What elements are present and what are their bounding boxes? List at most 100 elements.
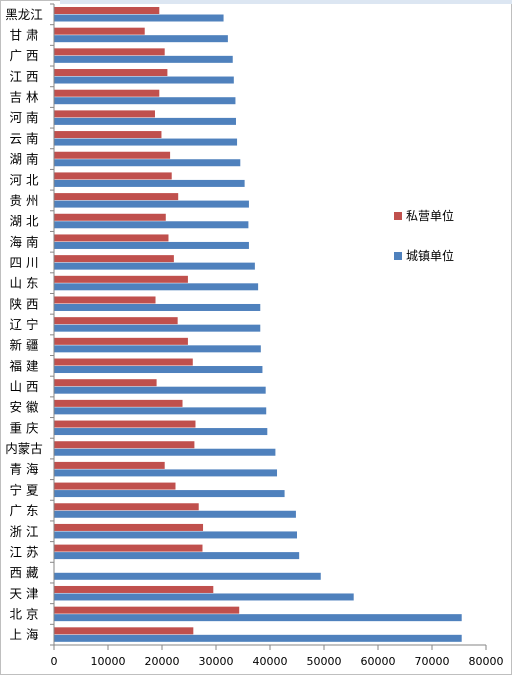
- x-tick-label: 0: [51, 655, 58, 668]
- bar-private-19: [54, 399, 183, 407]
- bar-urban-9: [54, 200, 249, 208]
- bar-private-0: [54, 7, 160, 14]
- bar-private-16: [54, 337, 188, 345]
- category-label: 上 海: [10, 627, 39, 642]
- plot-area-top-edge: [60, 0, 512, 4]
- legend-label-private: 私营单位: [406, 208, 454, 223]
- category-label: 湖 北: [10, 214, 39, 229]
- bars-layer: [54, 7, 462, 642]
- category-label: 云 南: [10, 131, 39, 146]
- x-tick-label: 70000: [415, 655, 450, 668]
- bar-private-5: [54, 110, 155, 118]
- category-label: 河 北: [10, 172, 39, 187]
- axes-layer: [50, 3, 487, 650]
- bar-private-17: [54, 358, 193, 366]
- bar-private-30: [54, 627, 194, 635]
- bar-private-21: [54, 441, 195, 449]
- bar-private-20: [54, 420, 196, 428]
- category-label: 北 京: [10, 606, 39, 621]
- bar-private-25: [54, 523, 204, 531]
- bar-urban-7: [54, 159, 241, 167]
- bar-private-26: [54, 544, 203, 552]
- bar-urban-5: [54, 117, 236, 125]
- legend-swatch-urban: [394, 252, 402, 260]
- bar-private-11: [54, 234, 169, 242]
- bar-urban-26: [54, 552, 300, 560]
- bar-urban-18: [54, 386, 266, 394]
- bar-private-12: [54, 255, 174, 263]
- bar-urban-1: [54, 35, 228, 43]
- bar-urban-30: [54, 634, 462, 642]
- bar-urban-10: [54, 221, 249, 229]
- bar-private-7: [54, 151, 171, 159]
- bar-private-8: [54, 172, 172, 180]
- x-tick-label: 80000: [469, 655, 504, 668]
- category-label: 重 庆: [10, 420, 39, 435]
- x-tick-label: 40000: [253, 655, 288, 668]
- bar-urban-28: [54, 593, 354, 601]
- category-label: 贵 州: [10, 193, 39, 208]
- bar-private-18: [54, 379, 157, 387]
- category-label: 江 西: [10, 69, 39, 84]
- legend-label-urban: 城镇单位: [406, 248, 454, 263]
- bar-urban-16: [54, 345, 261, 353]
- bar-urban-4: [54, 97, 236, 105]
- bar-private-24: [54, 503, 199, 511]
- category-label: 黑龙江: [5, 7, 43, 22]
- bar-urban-23: [54, 490, 285, 498]
- bar-private-15: [54, 317, 178, 325]
- bar-urban-29: [54, 614, 462, 622]
- bar-private-10: [54, 213, 166, 221]
- bar-private-9: [54, 193, 179, 201]
- bar-private-3: [54, 69, 168, 77]
- category-label: 内蒙古: [5, 441, 43, 456]
- bar-private-4: [54, 89, 160, 97]
- bar-urban-22: [54, 469, 278, 477]
- bar-private-2: [54, 48, 165, 56]
- bar-urban-27: [54, 572, 321, 580]
- bar-urban-6: [54, 138, 238, 146]
- x-tick-label: 50000: [307, 655, 342, 668]
- bar-private-14: [54, 296, 156, 304]
- bar-urban-3: [54, 76, 234, 84]
- legend-swatch-private: [394, 212, 402, 220]
- category-label: 福 建: [10, 358, 39, 373]
- x-tick-label: 10000: [91, 655, 126, 668]
- category-label: 安 徽: [10, 400, 39, 415]
- category-label: 广 西: [10, 48, 39, 63]
- bar-urban-17: [54, 366, 263, 374]
- x-tick-label: 60000: [361, 655, 396, 668]
- bar-private-6: [54, 131, 162, 139]
- bar-private-1: [54, 27, 145, 35]
- category-label: 河 南: [10, 110, 39, 125]
- bar-urban-13: [54, 283, 259, 291]
- bar-private-29: [54, 606, 240, 614]
- category-label: 辽 宁: [10, 317, 39, 332]
- category-label: 湖 南: [10, 152, 39, 167]
- bar-private-22: [54, 461, 165, 469]
- category-label: 浙 江: [10, 524, 39, 539]
- bar-urban-14: [54, 303, 261, 311]
- bar-urban-11: [54, 241, 249, 249]
- category-label: 山 西: [10, 379, 39, 394]
- bar-urban-24: [54, 510, 296, 518]
- category-label: 甘 肃: [10, 28, 39, 43]
- category-label: 西 藏: [10, 565, 39, 580]
- category-label: 新 疆: [10, 338, 39, 353]
- bar-urban-19: [54, 407, 267, 415]
- bar-urban-20: [54, 428, 268, 436]
- category-label: 青 海: [10, 462, 39, 477]
- bar-urban-8: [54, 179, 245, 187]
- category-label: 江 苏: [10, 544, 39, 559]
- bar-urban-0: [54, 14, 224, 22]
- category-label: 海 南: [10, 234, 39, 249]
- bar-urban-2: [54, 55, 233, 63]
- bar-urban-12: [54, 262, 255, 270]
- bar-urban-21: [54, 448, 276, 456]
- bar-private-23: [54, 482, 176, 490]
- x-tick-label: 20000: [145, 655, 180, 668]
